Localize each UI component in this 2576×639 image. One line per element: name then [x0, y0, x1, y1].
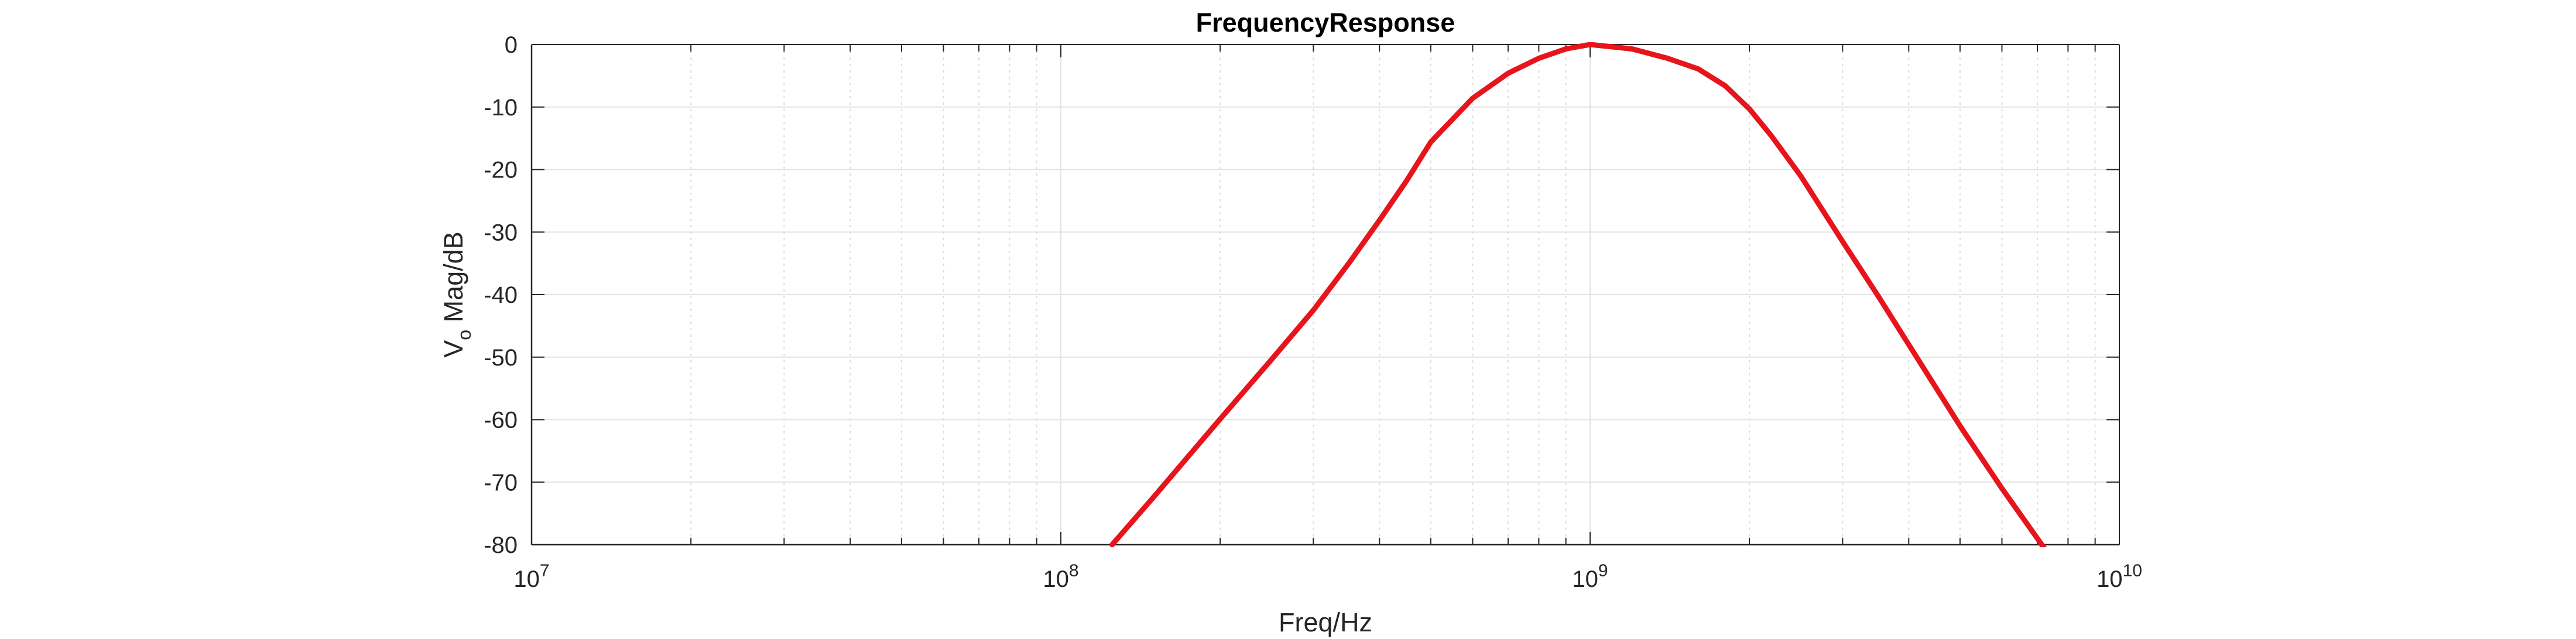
y-tick-label: -60 — [484, 408, 518, 433]
axes — [530, 44, 2120, 546]
x-tick-label: 109 — [1572, 561, 1608, 592]
y-axis-label-rest: Mag/dB — [439, 231, 468, 330]
y-tick-label: -70 — [484, 470, 518, 496]
y-axis-label: Vo Mag/dB — [439, 231, 475, 357]
x-tick-label-exponent: 7 — [540, 561, 550, 580]
x-tick-label: 107 — [513, 561, 549, 592]
chart-title: FrequencyResponse — [1196, 8, 1455, 37]
x-tick-label-exponent: 8 — [1069, 561, 1079, 580]
x-tick-label-base: 10 — [1043, 566, 1069, 592]
x-tick-label: 108 — [1043, 561, 1078, 592]
y-tick-label: -10 — [484, 95, 518, 121]
y-axis-label-main: V — [439, 340, 468, 358]
y-axis-label-subscript: o — [454, 330, 475, 340]
x-tick-label-exponent: 10 — [2123, 561, 2142, 580]
series-line — [1109, 42, 2047, 547]
y-tick-label: -30 — [484, 220, 518, 245]
series-layer — [1109, 42, 2047, 547]
x-tick-label-base: 10 — [1572, 566, 1598, 592]
y-tick-label: -20 — [484, 158, 518, 183]
x-tick-label-base: 10 — [2097, 566, 2123, 592]
x-tick-label-exponent: 9 — [1598, 561, 1608, 580]
y-tick-label: -40 — [484, 282, 518, 308]
x-axis-label: Freq/Hz — [1279, 607, 1372, 637]
y-tick-label: -50 — [484, 345, 518, 371]
labels-layer: FrequencyResponse Freq/Hz Vo Mag/dB 107 1… — [439, 8, 2142, 637]
x-tick-label-base: 10 — [513, 566, 540, 592]
y-tick-label: -80 — [484, 532, 518, 558]
x-tick-label: 1010 — [2097, 561, 2142, 592]
y-tick-label: 0 — [505, 32, 518, 58]
